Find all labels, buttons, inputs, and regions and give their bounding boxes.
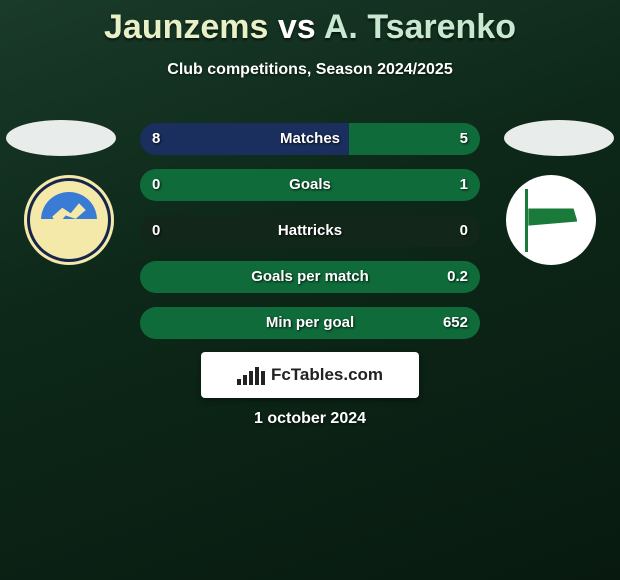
stat-row: 01Goals xyxy=(140,169,480,201)
club-badge-a-ring xyxy=(24,175,114,265)
comparison-stage: Jaunzems vs A. Tsarenko Club competition… xyxy=(0,0,620,79)
stat-row: 652Min per goal xyxy=(140,307,480,339)
stat-row: 00Hattricks xyxy=(140,215,480,247)
page-title: Jaunzems vs A. Tsarenko xyxy=(0,0,620,47)
player-b-oval xyxy=(504,120,614,156)
subtitle: Club competitions, Season 2024/2025 xyxy=(0,61,620,79)
title-vs: vs xyxy=(278,8,316,46)
club-badge-a-bird-icon xyxy=(52,203,85,225)
stat-label: Min per goal xyxy=(140,307,480,339)
stat-label: Hattricks xyxy=(140,215,480,247)
club-badge-a xyxy=(24,175,114,265)
club-badge-b-ring xyxy=(506,175,596,265)
stat-rows: 85Matches 01Goals 00Hattricks 0.2Goals per … xyxy=(140,123,480,353)
date-text: 1 october 2024 xyxy=(0,410,620,428)
stat-label: Matches xyxy=(140,123,480,155)
stat-label: Goals per match xyxy=(140,261,480,293)
brand-box: FcTables.com xyxy=(201,352,419,398)
club-badge-b xyxy=(506,175,596,265)
player-a-oval xyxy=(6,120,116,156)
stat-row: 0.2Goals per match xyxy=(140,261,480,293)
title-player-a: Jaunzems xyxy=(104,8,268,46)
club-badge-a-inner xyxy=(41,192,97,248)
stat-row: 85Matches xyxy=(140,123,480,155)
stat-label: Goals xyxy=(140,169,480,201)
club-badge-b-flag-icon xyxy=(520,189,583,252)
bar-chart-icon xyxy=(237,365,265,385)
title-player-b: A. Tsarenko xyxy=(324,8,516,46)
brand-text: FcTables.com xyxy=(271,365,383,385)
